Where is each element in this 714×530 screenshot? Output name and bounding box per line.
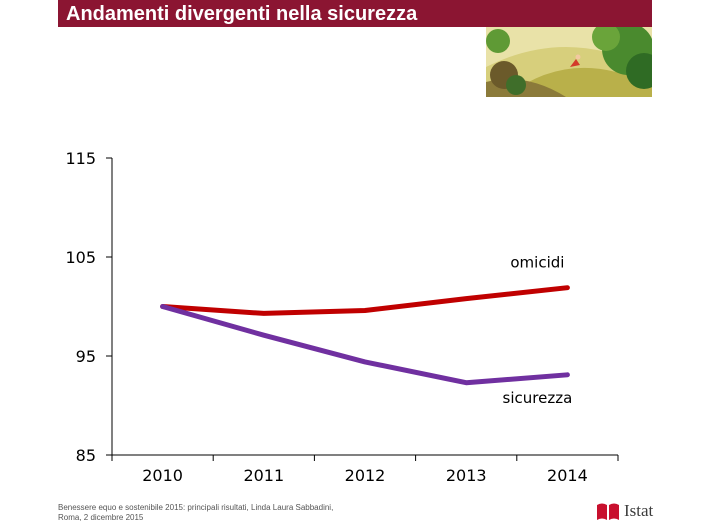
- y-tick-label: 105: [65, 248, 96, 267]
- istat-logo-text: Istat: [624, 501, 654, 520]
- series-line-sicurezza: [160, 304, 570, 386]
- x-tick-label: 2011: [243, 466, 284, 485]
- series-label-omicidi: omicidi: [510, 254, 564, 272]
- landscape-illustration: [486, 27, 652, 97]
- title-bar: Andamenti divergenti nella sicurezza: [58, 0, 652, 27]
- footer-line-1: Benessere equo e sostenibile 2015: princ…: [58, 503, 334, 512]
- chart-axes: 85 95 105 115 2010 2011 2012 2013 2014: [65, 149, 619, 485]
- y-tick-label: 115: [65, 149, 96, 168]
- series-line-omicidi: [160, 285, 570, 316]
- slide-title: Andamenti divergenti nella sicurezza: [66, 3, 418, 25]
- chart-series-labels: omicidi sicurezza: [503, 254, 573, 407]
- y-tick-label: 95: [76, 347, 96, 366]
- series-label-sicurezza: sicurezza: [503, 389, 573, 407]
- x-tick-label: 2012: [345, 466, 386, 485]
- x-tick-label: 2013: [446, 466, 487, 485]
- footer-line-2: Roma, 2 dicembre 2015: [58, 513, 144, 522]
- y-tick-label: 85: [76, 446, 96, 465]
- footer: Benessere equo e sostenibile 2015: princ…: [58, 503, 333, 523]
- istat-logo: Istat: [596, 500, 653, 522]
- istat-logo-icon: [597, 503, 619, 520]
- x-tick-label: 2010: [142, 466, 183, 485]
- x-tick-label: 2014: [547, 466, 588, 485]
- chart-series: [160, 285, 570, 386]
- line-chart: 85 95 105 115 2010 2011 2012 2013 2014 omicidi si…: [65, 149, 619, 485]
